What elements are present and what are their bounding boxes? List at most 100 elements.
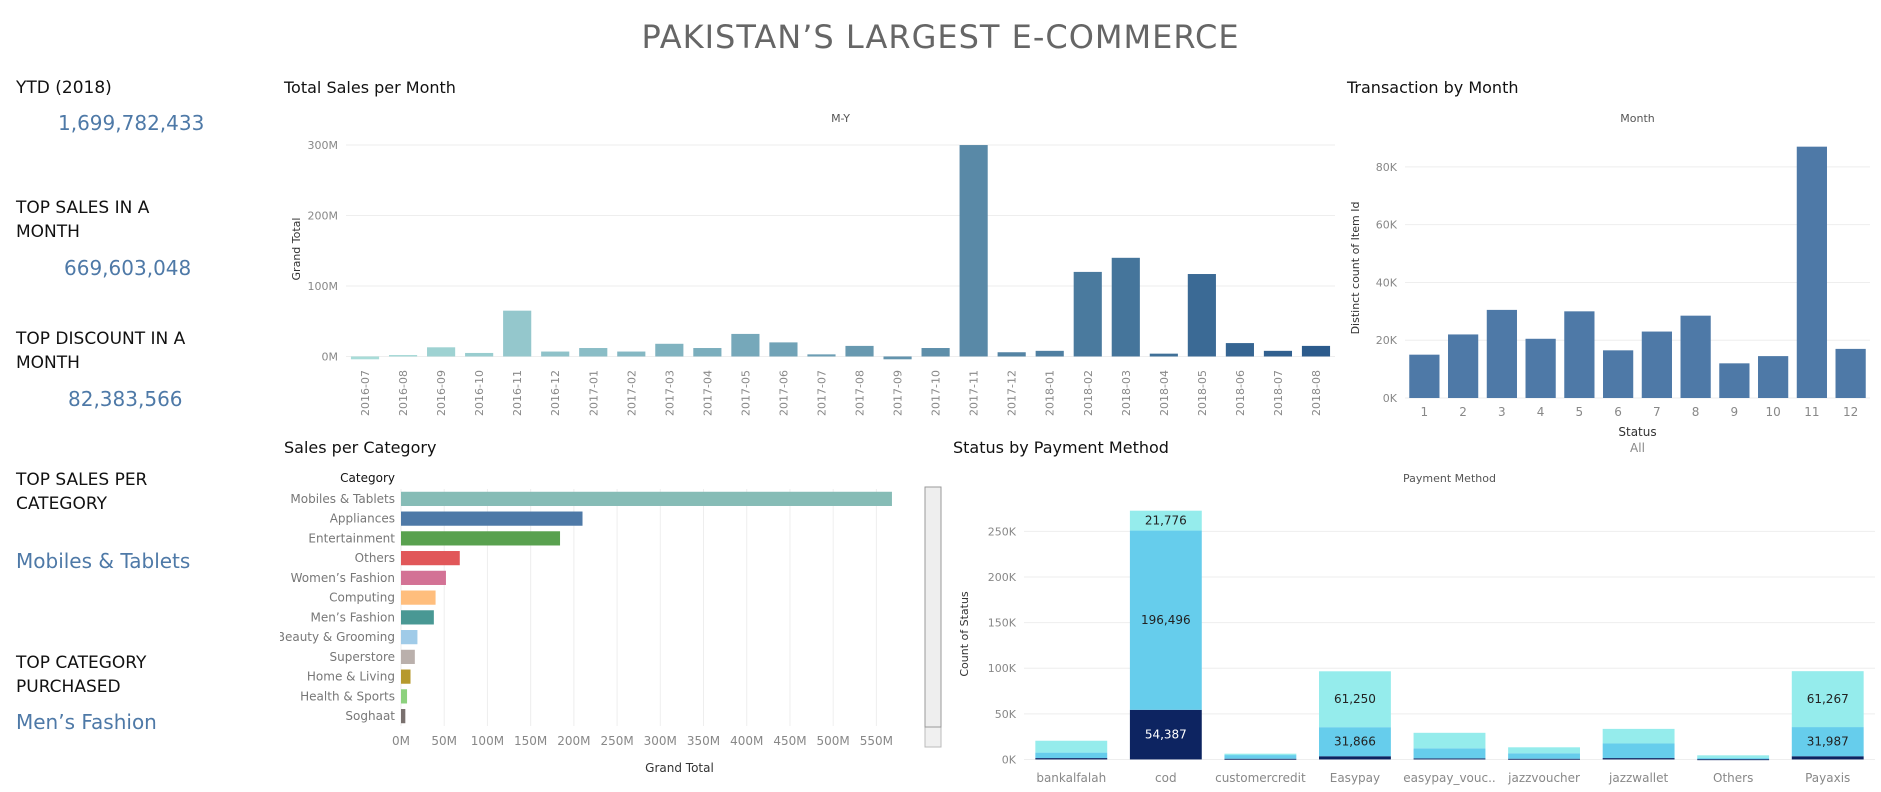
month-x-tick-label: 2018-07 bbox=[1272, 370, 1285, 416]
month-y-tick-label: 100M bbox=[308, 280, 339, 293]
transaction-x-tick-label: 2 bbox=[1459, 405, 1467, 419]
status-bar-segment bbox=[1602, 728, 1675, 744]
category-x-tick-label: 0M bbox=[392, 734, 410, 748]
category-label: Entertainment bbox=[308, 531, 395, 545]
category-bar bbox=[401, 709, 406, 724]
status-y-tick-label: 100K bbox=[988, 662, 1017, 675]
status-x-tick-label: cod bbox=[1155, 771, 1177, 785]
category-x-tick-label: 500M bbox=[817, 734, 850, 748]
category-x-axis-label: Grand Total bbox=[645, 761, 714, 775]
month-x-tick-label: 2016-12 bbox=[549, 370, 562, 416]
status-bar-segment bbox=[1508, 758, 1580, 760]
month-x-tick-label: 2016-11 bbox=[511, 370, 524, 416]
category-bar bbox=[401, 669, 411, 684]
category-bar bbox=[401, 630, 418, 645]
transaction-x-tick-label: 12 bbox=[1843, 405, 1858, 419]
category-bar bbox=[401, 689, 408, 704]
category-bar bbox=[401, 570, 446, 585]
transaction-x-axis-label: Status bbox=[1618, 425, 1656, 439]
category-bar bbox=[401, 610, 434, 625]
category-x-tick-label: 100M bbox=[471, 734, 504, 748]
transaction-x-tick-label: 10 bbox=[1765, 405, 1780, 419]
category-x-tick-label: 50M bbox=[431, 734, 457, 748]
kpi-ytd-value: 1,699,782,433 bbox=[58, 111, 205, 135]
status-y-tick-label: 50K bbox=[995, 708, 1017, 721]
month-bar bbox=[845, 345, 874, 357]
category-x-tick-label: 300M bbox=[644, 734, 677, 748]
month-bar bbox=[883, 356, 912, 360]
transaction-title: Transaction by Month bbox=[1347, 78, 1519, 97]
month-x-tick-label: 2017-04 bbox=[701, 370, 714, 416]
status-bar-segment bbox=[1697, 759, 1770, 761]
status-x-tick-label: bankalfalah bbox=[1036, 771, 1106, 785]
month-bar bbox=[427, 347, 456, 357]
status-chart-header: Payment Method bbox=[1403, 472, 1496, 485]
status-bar-segment bbox=[1413, 732, 1486, 749]
kpi-top-category-purchased-value: Men’s Fashion bbox=[16, 710, 157, 734]
status-bar-segment bbox=[1129, 530, 1202, 710]
status-bar-segment bbox=[1791, 727, 1864, 757]
category-bar bbox=[401, 511, 583, 526]
status-y-axis-label: Count of Status bbox=[958, 591, 971, 677]
status-bar-segment bbox=[1508, 753, 1580, 759]
month-bar bbox=[350, 356, 380, 360]
page-title: PAKISTAN’S LARGEST E-COMMERCE bbox=[641, 18, 1240, 56]
category-x-tick-label: 450M bbox=[773, 734, 806, 748]
month-x-tick-label: 2018-06 bbox=[1234, 370, 1247, 416]
category-label: Superstore bbox=[329, 650, 395, 664]
status-x-tick-label: Easypay bbox=[1330, 771, 1380, 785]
category-label: Appliances bbox=[330, 512, 395, 526]
transaction-y-tick-label: 60K bbox=[1376, 219, 1398, 232]
kpi-top-discount-value: 82,383,566 bbox=[68, 387, 183, 411]
status-bar-segment bbox=[1035, 752, 1108, 759]
month-bar bbox=[1035, 350, 1064, 357]
month-bar bbox=[655, 343, 684, 357]
category-bar bbox=[401, 649, 415, 664]
month-bar bbox=[921, 348, 950, 357]
category-bar bbox=[401, 531, 561, 546]
month-bar bbox=[1225, 343, 1254, 357]
month-bar bbox=[1301, 345, 1331, 357]
status-bar-segment bbox=[1129, 510, 1202, 531]
kpi-top-sales-value: 669,603,048 bbox=[64, 256, 192, 280]
month-bar bbox=[769, 342, 798, 357]
status-bar-segment bbox=[1224, 753, 1297, 756]
category-label: Beauty & Grooming bbox=[280, 630, 395, 644]
month-chart-header: M-Y bbox=[831, 112, 850, 125]
month-x-tick-label: 2017-07 bbox=[815, 370, 828, 416]
status-bar-segment bbox=[1319, 671, 1391, 728]
month-bar bbox=[807, 354, 836, 357]
transaction-x-tick-label: 5 bbox=[1576, 405, 1584, 419]
transaction-bar bbox=[1758, 356, 1789, 398]
month-bar bbox=[579, 348, 608, 357]
kpi-top-discount-label: TOP DISCOUNT IN A MONTH bbox=[16, 329, 186, 373]
transaction-x-tick-label: 11 bbox=[1804, 405, 1819, 419]
transaction-status-filter-value: All bbox=[1630, 441, 1645, 455]
status-y-tick-label: 0K bbox=[1002, 753, 1017, 766]
month-x-tick-label: 2017-12 bbox=[1006, 370, 1019, 416]
month-x-tick-label: 2017-03 bbox=[663, 370, 676, 416]
category-x-tick-label: 350M bbox=[687, 734, 720, 748]
category-x-tick-label: 150M bbox=[514, 734, 547, 748]
category-scrollbar-thumb[interactable] bbox=[924, 486, 942, 728]
month-x-tick-label: 2017-08 bbox=[854, 370, 867, 416]
category-column-header: Category bbox=[340, 471, 395, 485]
month-x-tick-label: 2017-10 bbox=[930, 370, 943, 416]
transaction-x-tick-label: 9 bbox=[1731, 405, 1739, 419]
status-bar-segment bbox=[1413, 748, 1486, 759]
status-data-label: 61,250 bbox=[1334, 692, 1376, 706]
category-label: Others bbox=[355, 551, 395, 565]
sales-category-title: Sales per Category bbox=[284, 438, 437, 457]
kpi-top-sales-category-value: Mobiles & Tablets bbox=[16, 549, 191, 573]
status-bar-segment bbox=[1697, 758, 1770, 760]
month-y-tick-label: 200M bbox=[308, 210, 339, 223]
status-x-tick-label: jazzvoucher bbox=[1507, 771, 1580, 785]
kpi-ytd-label: YTD (2018) bbox=[16, 78, 112, 98]
month-bar bbox=[503, 310, 532, 357]
transaction-x-tick-label: 8 bbox=[1692, 405, 1700, 419]
category-x-tick-label: 400M bbox=[730, 734, 763, 748]
status-bar-segment bbox=[1129, 709, 1202, 760]
status-payment-title: Status by Payment Method bbox=[953, 438, 1169, 457]
transaction-x-tick-label: 4 bbox=[1537, 405, 1545, 419]
month-x-tick-label: 2016-09 bbox=[435, 370, 448, 416]
